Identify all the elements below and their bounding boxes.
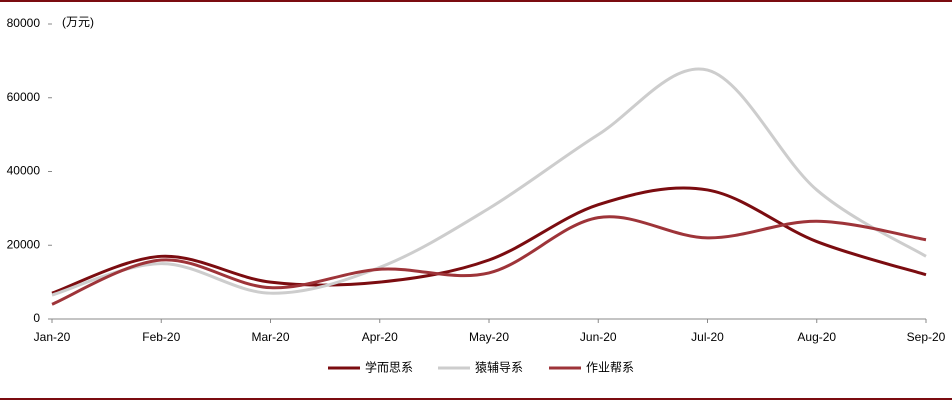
series-line <box>51 67 927 297</box>
series-line <box>51 186 927 295</box>
legend-label: 猿辅导系 <box>475 360 523 375</box>
x-tick-label: Apr-20 <box>362 330 398 344</box>
x-tick-label: Jul-20 <box>691 330 724 344</box>
x-tick-label: Sep-20 <box>907 330 946 344</box>
series-line <box>51 215 927 306</box>
y-tick-label: 60000 <box>7 90 41 104</box>
x-tick-label: Jun-20 <box>580 330 617 344</box>
x-tick-label: May-20 <box>469 330 509 344</box>
x-tick-label: Feb-20 <box>142 330 180 344</box>
y-tick-label: 40000 <box>7 164 41 178</box>
x-tick-label: Mar-20 <box>251 330 289 344</box>
y-tick-label: 20000 <box>7 237 41 251</box>
legend-label: 学而思系 <box>365 360 413 375</box>
x-tick-label: Aug-20 <box>797 330 836 344</box>
y-tick-label: 80000 <box>7 16 41 30</box>
legend-label: 作业帮系 <box>586 361 634 375</box>
legend: 学而思系 猿辅导系 作业帮系 <box>328 360 634 375</box>
unit-label: (万元) <box>62 15 94 29</box>
y-tick-label: 0 <box>33 311 40 325</box>
x-tick-label: Jan-20 <box>34 330 71 344</box>
